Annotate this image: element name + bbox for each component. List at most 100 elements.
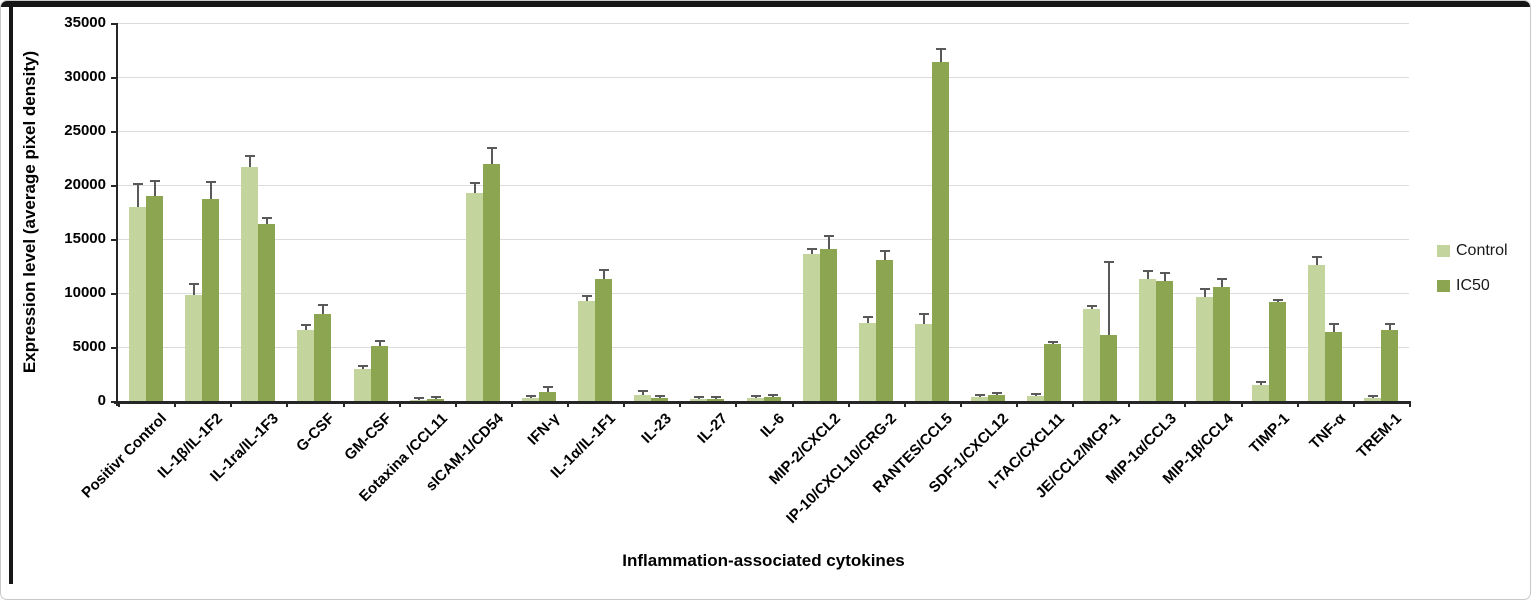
error-cap-ic50-14 — [880, 250, 890, 252]
error-bar-ic50-21 — [1277, 300, 1279, 302]
legend-swatch-ic50 — [1437, 280, 1450, 292]
error-bar-control-23 — [1372, 396, 1374, 398]
error-bar-control-19 — [1147, 271, 1149, 279]
error-cap-ic50-8 — [543, 386, 553, 388]
bar-control-19 — [1139, 279, 1156, 401]
x-category-label-8: IFN-γ — [524, 410, 564, 449]
error-bar-ic50-11 — [715, 397, 717, 399]
gridline-5000 — [118, 347, 1409, 348]
error-bar-ic50-8 — [547, 387, 549, 392]
error-bar-control-2 — [193, 284, 195, 295]
x-tick-5 — [399, 401, 401, 407]
bar-ic50-21 — [1269, 302, 1286, 401]
error-cap-ic50-22 — [1329, 323, 1339, 325]
error-cap-ic50-12 — [768, 394, 778, 396]
y-axis-line — [116, 23, 118, 406]
bar-ic50-12 — [764, 397, 781, 401]
bar-ic50-19 — [1156, 281, 1173, 401]
bar-ic50-1 — [146, 196, 163, 401]
y-tick-30000 — [111, 77, 118, 79]
x-category-label-23: TREM-1 — [1353, 410, 1406, 462]
error-cap-ic50-1 — [150, 180, 160, 182]
y-tick-35000 — [111, 23, 118, 25]
bar-ic50-3 — [258, 224, 275, 401]
error-bar-control-3 — [249, 156, 251, 167]
x-tick-3 — [286, 401, 288, 407]
figure-border-top — [1, 1, 1530, 7]
error-cap-ic50-23 — [1385, 323, 1395, 325]
x-tick-22 — [1353, 401, 1355, 407]
bar-control-22 — [1308, 265, 1325, 401]
error-cap-control-10 — [638, 390, 648, 392]
error-cap-ic50-19 — [1160, 272, 1170, 274]
error-cap-control-17 — [1031, 393, 1041, 395]
error-bar-control-18 — [1091, 306, 1093, 309]
bar-control-21 — [1252, 385, 1269, 401]
x-tick-1 — [174, 401, 176, 407]
error-cap-ic50-3 — [262, 217, 272, 219]
error-cap-control-3 — [245, 155, 255, 157]
error-bar-ic50-5 — [379, 341, 381, 346]
error-bar-control-4 — [305, 325, 307, 330]
error-cap-control-4 — [301, 324, 311, 326]
error-bar-ic50-4 — [322, 305, 324, 314]
error-cap-control-14 — [863, 316, 873, 318]
bar-control-6 — [410, 400, 427, 401]
bar-ic50-16 — [988, 395, 1005, 401]
x-category-label-4: G-CSF — [292, 410, 339, 456]
error-cap-ic50-7 — [487, 147, 497, 149]
x-category-label-11: IL-27 — [694, 410, 732, 447]
error-cap-control-2 — [189, 283, 199, 285]
error-bar-ic50-22 — [1333, 324, 1335, 332]
error-cap-control-9 — [582, 295, 592, 297]
bar-control-1 — [129, 207, 146, 401]
error-cap-ic50-17 — [1048, 341, 1058, 343]
error-cap-control-21 — [1256, 381, 1266, 383]
bar-control-4 — [297, 330, 314, 401]
bar-ic50-2 — [202, 199, 219, 401]
x-tick-0 — [118, 401, 120, 407]
error-cap-control-16 — [975, 394, 985, 396]
gridline-25000 — [118, 131, 1409, 132]
figure-border-left — [9, 1, 13, 584]
error-bar-control-1 — [137, 184, 139, 207]
x-tick-12 — [792, 401, 794, 407]
bar-ic50-20 — [1213, 287, 1230, 401]
bar-ic50-10 — [651, 398, 668, 401]
bar-ic50-9 — [595, 279, 612, 401]
bar-control-18 — [1083, 309, 1100, 401]
x-tick-23 — [1409, 401, 1411, 407]
bar-ic50-17 — [1044, 344, 1061, 401]
error-cap-ic50-16 — [992, 392, 1002, 394]
bar-ic50-5 — [371, 346, 388, 401]
gridline-10000 — [118, 293, 1409, 294]
legend-swatch-control — [1437, 245, 1450, 257]
error-cap-control-8 — [526, 395, 536, 397]
x-tick-6 — [455, 401, 457, 407]
bar-control-13 — [803, 254, 820, 401]
x-category-label-10: IL-23 — [638, 410, 676, 447]
y-tick-10000 — [111, 293, 118, 295]
error-cap-control-11 — [694, 396, 704, 398]
error-cap-ic50-15 — [936, 48, 946, 50]
y-tick-20000 — [111, 185, 118, 187]
bar-control-15 — [915, 324, 932, 401]
bar-ic50-15 — [932, 62, 949, 401]
error-cap-ic50-10 — [655, 395, 665, 397]
error-bar-ic50-12 — [772, 395, 774, 397]
y-tick-label-35000: 35000 — [64, 14, 106, 31]
x-category-label-12: IL-6 — [757, 410, 789, 441]
error-bar-control-17 — [1035, 394, 1037, 396]
error-bar-ic50-9 — [603, 270, 605, 279]
error-cap-control-1 — [133, 183, 143, 185]
x-tick-8 — [567, 401, 569, 407]
error-bar-ic50-1 — [154, 181, 156, 196]
error-cap-ic50-21 — [1273, 299, 1283, 301]
bar-control-11 — [690, 399, 707, 401]
y-tick-label-15000: 15000 — [64, 230, 106, 247]
error-cap-control-5 — [358, 365, 368, 367]
bar-control-23 — [1364, 398, 1381, 401]
bar-ic50-22 — [1325, 332, 1342, 401]
x-tick-10 — [679, 401, 681, 407]
y-tick-25000 — [111, 131, 118, 133]
